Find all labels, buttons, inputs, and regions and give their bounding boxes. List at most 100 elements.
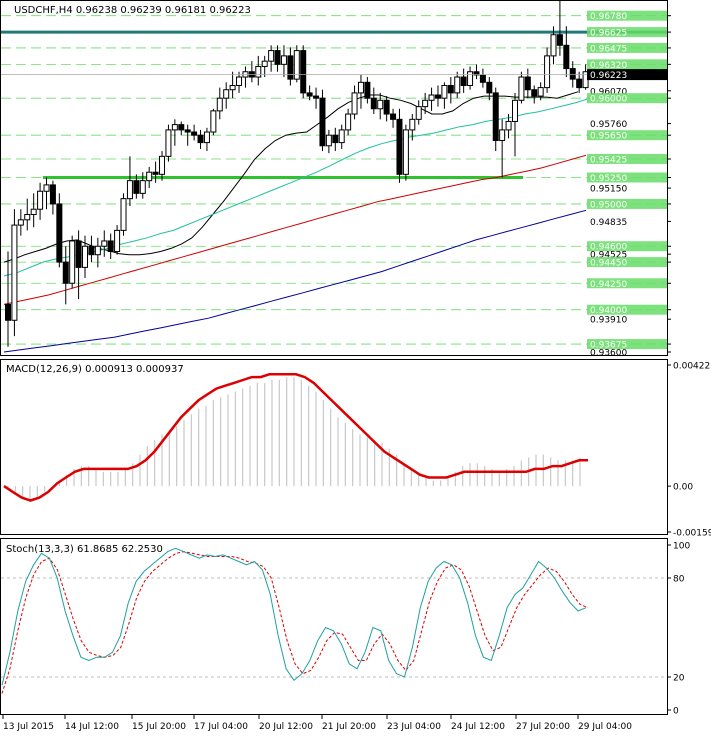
candle-82 [531, 85, 538, 104]
candle-43 [280, 45, 287, 78]
candle-31 [203, 127, 210, 152]
level-label-bg-17 [587, 304, 667, 315]
price-tick-label-14: 0.94525 [590, 251, 627, 261]
price-tick-label-13: 0.94600 [590, 243, 627, 253]
price-tick-label-8: 0.95425 [590, 155, 627, 165]
level-label-bg-13 [587, 241, 667, 252]
candle-26 [171, 119, 178, 146]
candle-3 [24, 198, 31, 231]
candle-11 [75, 230, 82, 300]
price-tick-label-15: 0.94450 [590, 259, 627, 269]
level-label-bg-16 [587, 278, 667, 289]
candle-84 [544, 47, 551, 93]
candle-10 [69, 235, 76, 289]
time-tick-label-9: 29 Jul 04:00 [578, 722, 632, 732]
candle-75 [486, 77, 493, 101]
price-tick-label-19: 0.93675 [590, 341, 627, 351]
candle-22 [146, 166, 153, 189]
candle-48 [313, 87, 320, 109]
moving-average-3 [3, 209, 587, 353]
candle-18 [120, 193, 127, 236]
candle-41 [268, 45, 275, 72]
candle-23 [152, 161, 159, 183]
candle-51 [332, 127, 339, 152]
candle-58 [377, 92, 384, 120]
macd-signal-line [3, 373, 588, 502]
candle-44 [287, 47, 294, 86]
candle-39 [255, 55, 262, 86]
candle-53 [345, 108, 352, 136]
candle-21 [139, 172, 146, 199]
price-tick-label-9: 0.95250 [590, 174, 627, 184]
level-label-bg-1 [587, 27, 667, 38]
candle-16 [107, 233, 114, 259]
current-price-bg [587, 69, 667, 81]
price-tick-label-2: 0.96475 [590, 44, 627, 54]
candle-81 [524, 68, 531, 99]
macd-tick-label-2: -0.001599 [673, 529, 711, 539]
time-axis: 13 Jul 2015 14 Jul 12:00 15 Jul 20:00 17 Ju… [2, 715, 632, 732]
candle-46 [300, 45, 307, 99]
candle-61 [396, 108, 403, 183]
stoch-pane [0, 538, 668, 715]
candle-27 [178, 121, 185, 136]
time-tick-label-0: 13 Jul 2015 [3, 722, 54, 732]
time-tick-label-6: 23 Jul 04:00 [387, 722, 441, 732]
candle-87 [563, 26, 570, 78]
candle-54 [351, 85, 358, 120]
time-tick-label-4: 20 Jul 12:00 [259, 722, 313, 732]
moving-average-2 [3, 154, 587, 305]
candle-59 [383, 96, 390, 122]
stoch-tick-label-0: 100 [673, 542, 690, 552]
candle-15 [101, 230, 108, 257]
time-tick-label-7: 24 Jul 12:00 [451, 722, 505, 732]
candle-33 [216, 87, 223, 120]
candle-47 [306, 85, 313, 101]
price-tick-label-3: 0.96320 [590, 61, 627, 71]
candle-20 [133, 174, 140, 199]
price-tick-label-12: 0.94835 [590, 218, 627, 228]
price-tick-label-1: 0.96625 [590, 29, 627, 39]
price-tick-label-5: 0.96000 [590, 95, 627, 105]
candle-34 [223, 82, 230, 109]
candle-0 [5, 251, 11, 347]
price-axis: 0.96780 0.96625 0.96475 0.96320 0.960700.960… [1, 10, 671, 359]
candle-30 [197, 129, 204, 149]
candle-80 [518, 71, 525, 104]
level-label-bg-5 [587, 93, 667, 104]
candle-4 [30, 193, 37, 228]
price-tick-label-10: 0.95150 [590, 185, 627, 195]
macd-signal-polyline [3, 373, 588, 502]
candle-36 [236, 71, 243, 93]
candle-2 [17, 209, 24, 236]
price-chart-title: USDCHF,H4 0.96238 0.96239 0.96181 0.9622… [14, 5, 251, 16]
stoch-tick-label-3: 0 [673, 707, 679, 717]
level-label-bg-8 [587, 153, 667, 164]
time-tick-label-2: 15 Jul 20:00 [132, 722, 186, 732]
horizontal-level-lines [1, 30, 667, 179]
candle-60 [390, 108, 397, 128]
macd-tick-label-0: 0.004223 [673, 362, 711, 372]
candle-78 [505, 114, 512, 139]
candle-13 [88, 235, 95, 263]
stoch-title: Stoch(13,3,3) 61.8685 62.2530 [6, 544, 163, 555]
level-label-bg-15 [587, 257, 667, 268]
macd-pane [0, 359, 668, 535]
candle-19 [126, 156, 133, 207]
candle-79 [511, 92, 518, 157]
candle-8 [56, 193, 63, 268]
price-tick-label-20: 0.93600 [590, 349, 627, 359]
candle-50 [325, 129, 332, 154]
stoch-tick-label-2: 20 [673, 674, 685, 684]
candle-29 [191, 124, 198, 141]
price-tick-label-11: 0.95000 [590, 200, 627, 210]
stoch-tick-label-1: 80 [673, 575, 685, 585]
price-tick-label-18: 0.93910 [590, 316, 627, 326]
price-tick-label-16: 0.94250 [590, 280, 627, 290]
stoch-lines [1, 547, 589, 694]
candle-14 [94, 237, 101, 268]
candle-66 [428, 87, 435, 111]
candle-70 [454, 71, 461, 99]
